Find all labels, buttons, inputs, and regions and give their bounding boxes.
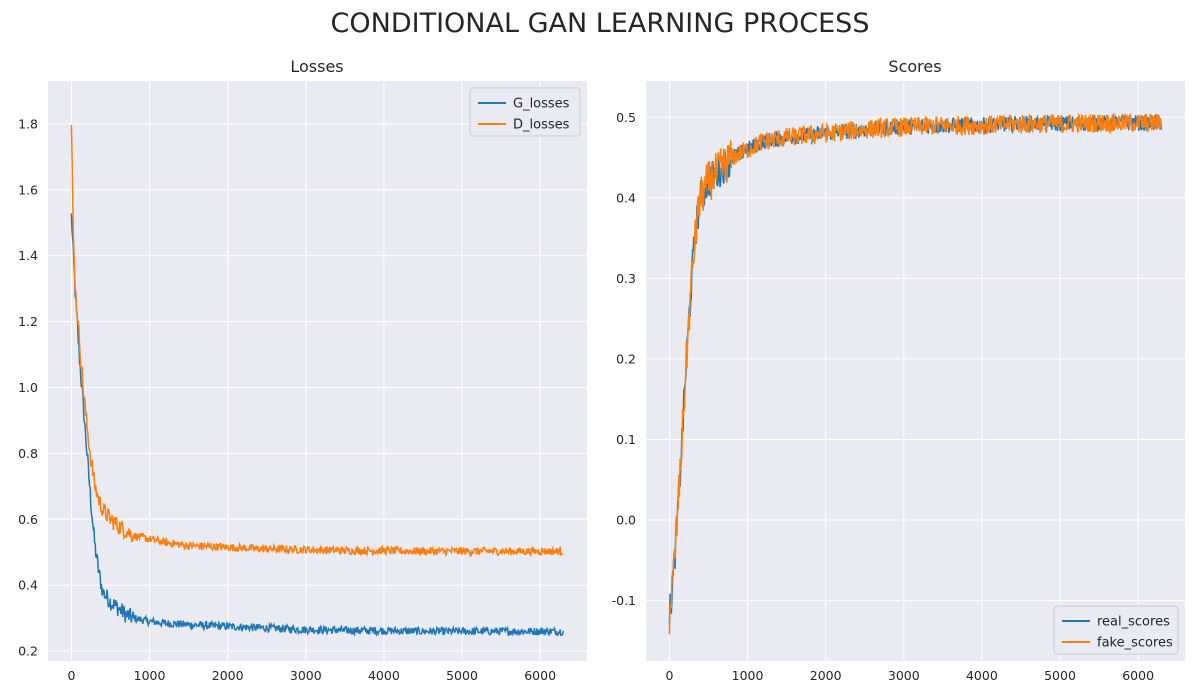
losses-plot-area: [48, 81, 587, 661]
losses-legend: G_losses D_losses: [469, 87, 581, 137]
losses-y-tick-label: 0.6: [18, 512, 38, 527]
losses-y-tick-label: 0.8: [18, 446, 38, 461]
losses-y-tick-label: 0.4: [18, 578, 38, 593]
scores-legend: real_scores fake_scores: [1053, 605, 1179, 655]
losses-panel: 0 1000 2000 3000 4000 5000 6000 0.2 0.4 0.6 0.8 1.0…: [18, 57, 587, 683]
losses-legend-label: G_losses: [513, 97, 570, 112]
losses-y-tick-label: 1.6: [18, 182, 38, 197]
scores-title: Scores: [888, 57, 941, 76]
losses-y-tick-label: 1.2: [18, 314, 38, 329]
scores-y-tick-label: 0.2: [616, 351, 636, 366]
scores-x-tick-label: 6000: [1122, 668, 1154, 683]
losses-legend-label: D_losses: [513, 118, 570, 133]
losses-series-G-losses-line: [70, 213, 565, 637]
losses-y-tick-label: 1.0: [18, 380, 38, 395]
scores-y-tick-label: 0.1: [616, 432, 636, 447]
scores-y-tick-label: 0.4: [616, 190, 636, 205]
losses-x-tick-label: 4000: [368, 668, 400, 683]
losses-y-tick-label: 1.4: [18, 248, 38, 263]
scores-x-tick-label: 0: [665, 668, 673, 683]
scores-series-fake-scores-line: [668, 112, 1163, 635]
scores-plot-area: [646, 81, 1185, 661]
scores-x-tick-label: 2000: [810, 668, 842, 683]
losses-series-D-losses-line: [70, 124, 564, 558]
scores-x-tick-label: 1000: [732, 668, 764, 683]
losses-x-tick-label: 6000: [524, 668, 556, 683]
losses-x-tick-label: 5000: [446, 668, 478, 683]
scores-legend-label: real_scores: [1097, 615, 1170, 630]
scores-y-tick-label: 0.0: [616, 513, 636, 528]
scores-y-tick-label: 0.3: [616, 271, 636, 286]
scores-legend-label: fake_scores: [1097, 636, 1173, 651]
scores-y-tick-label: -0.1: [612, 593, 636, 608]
scores-panel: 0 1000 2000 3000 4000 5000 6000 -0.1 0.0 0.1 0.2 0.…: [612, 57, 1185, 683]
losses-title: Losses: [290, 57, 343, 76]
losses-y-tick-label: 1.8: [18, 116, 38, 131]
losses-x-tick-label: 2000: [212, 668, 244, 683]
scores-y-tick-label: 0.5: [616, 110, 636, 125]
scores-x-tick-label: 3000: [888, 668, 920, 683]
scores-x-tick-label: 4000: [966, 668, 998, 683]
losses-x-tick-label: 1000: [134, 668, 166, 683]
figure-title: CONDITIONAL GAN LEARNING PROCESS: [330, 8, 870, 39]
losses-x-tick-label: 3000: [290, 668, 322, 683]
losses-y-tick-label: 0.2: [18, 644, 38, 659]
scores-x-tick-label: 5000: [1044, 668, 1076, 683]
losses-x-tick-label: 0: [67, 668, 75, 683]
